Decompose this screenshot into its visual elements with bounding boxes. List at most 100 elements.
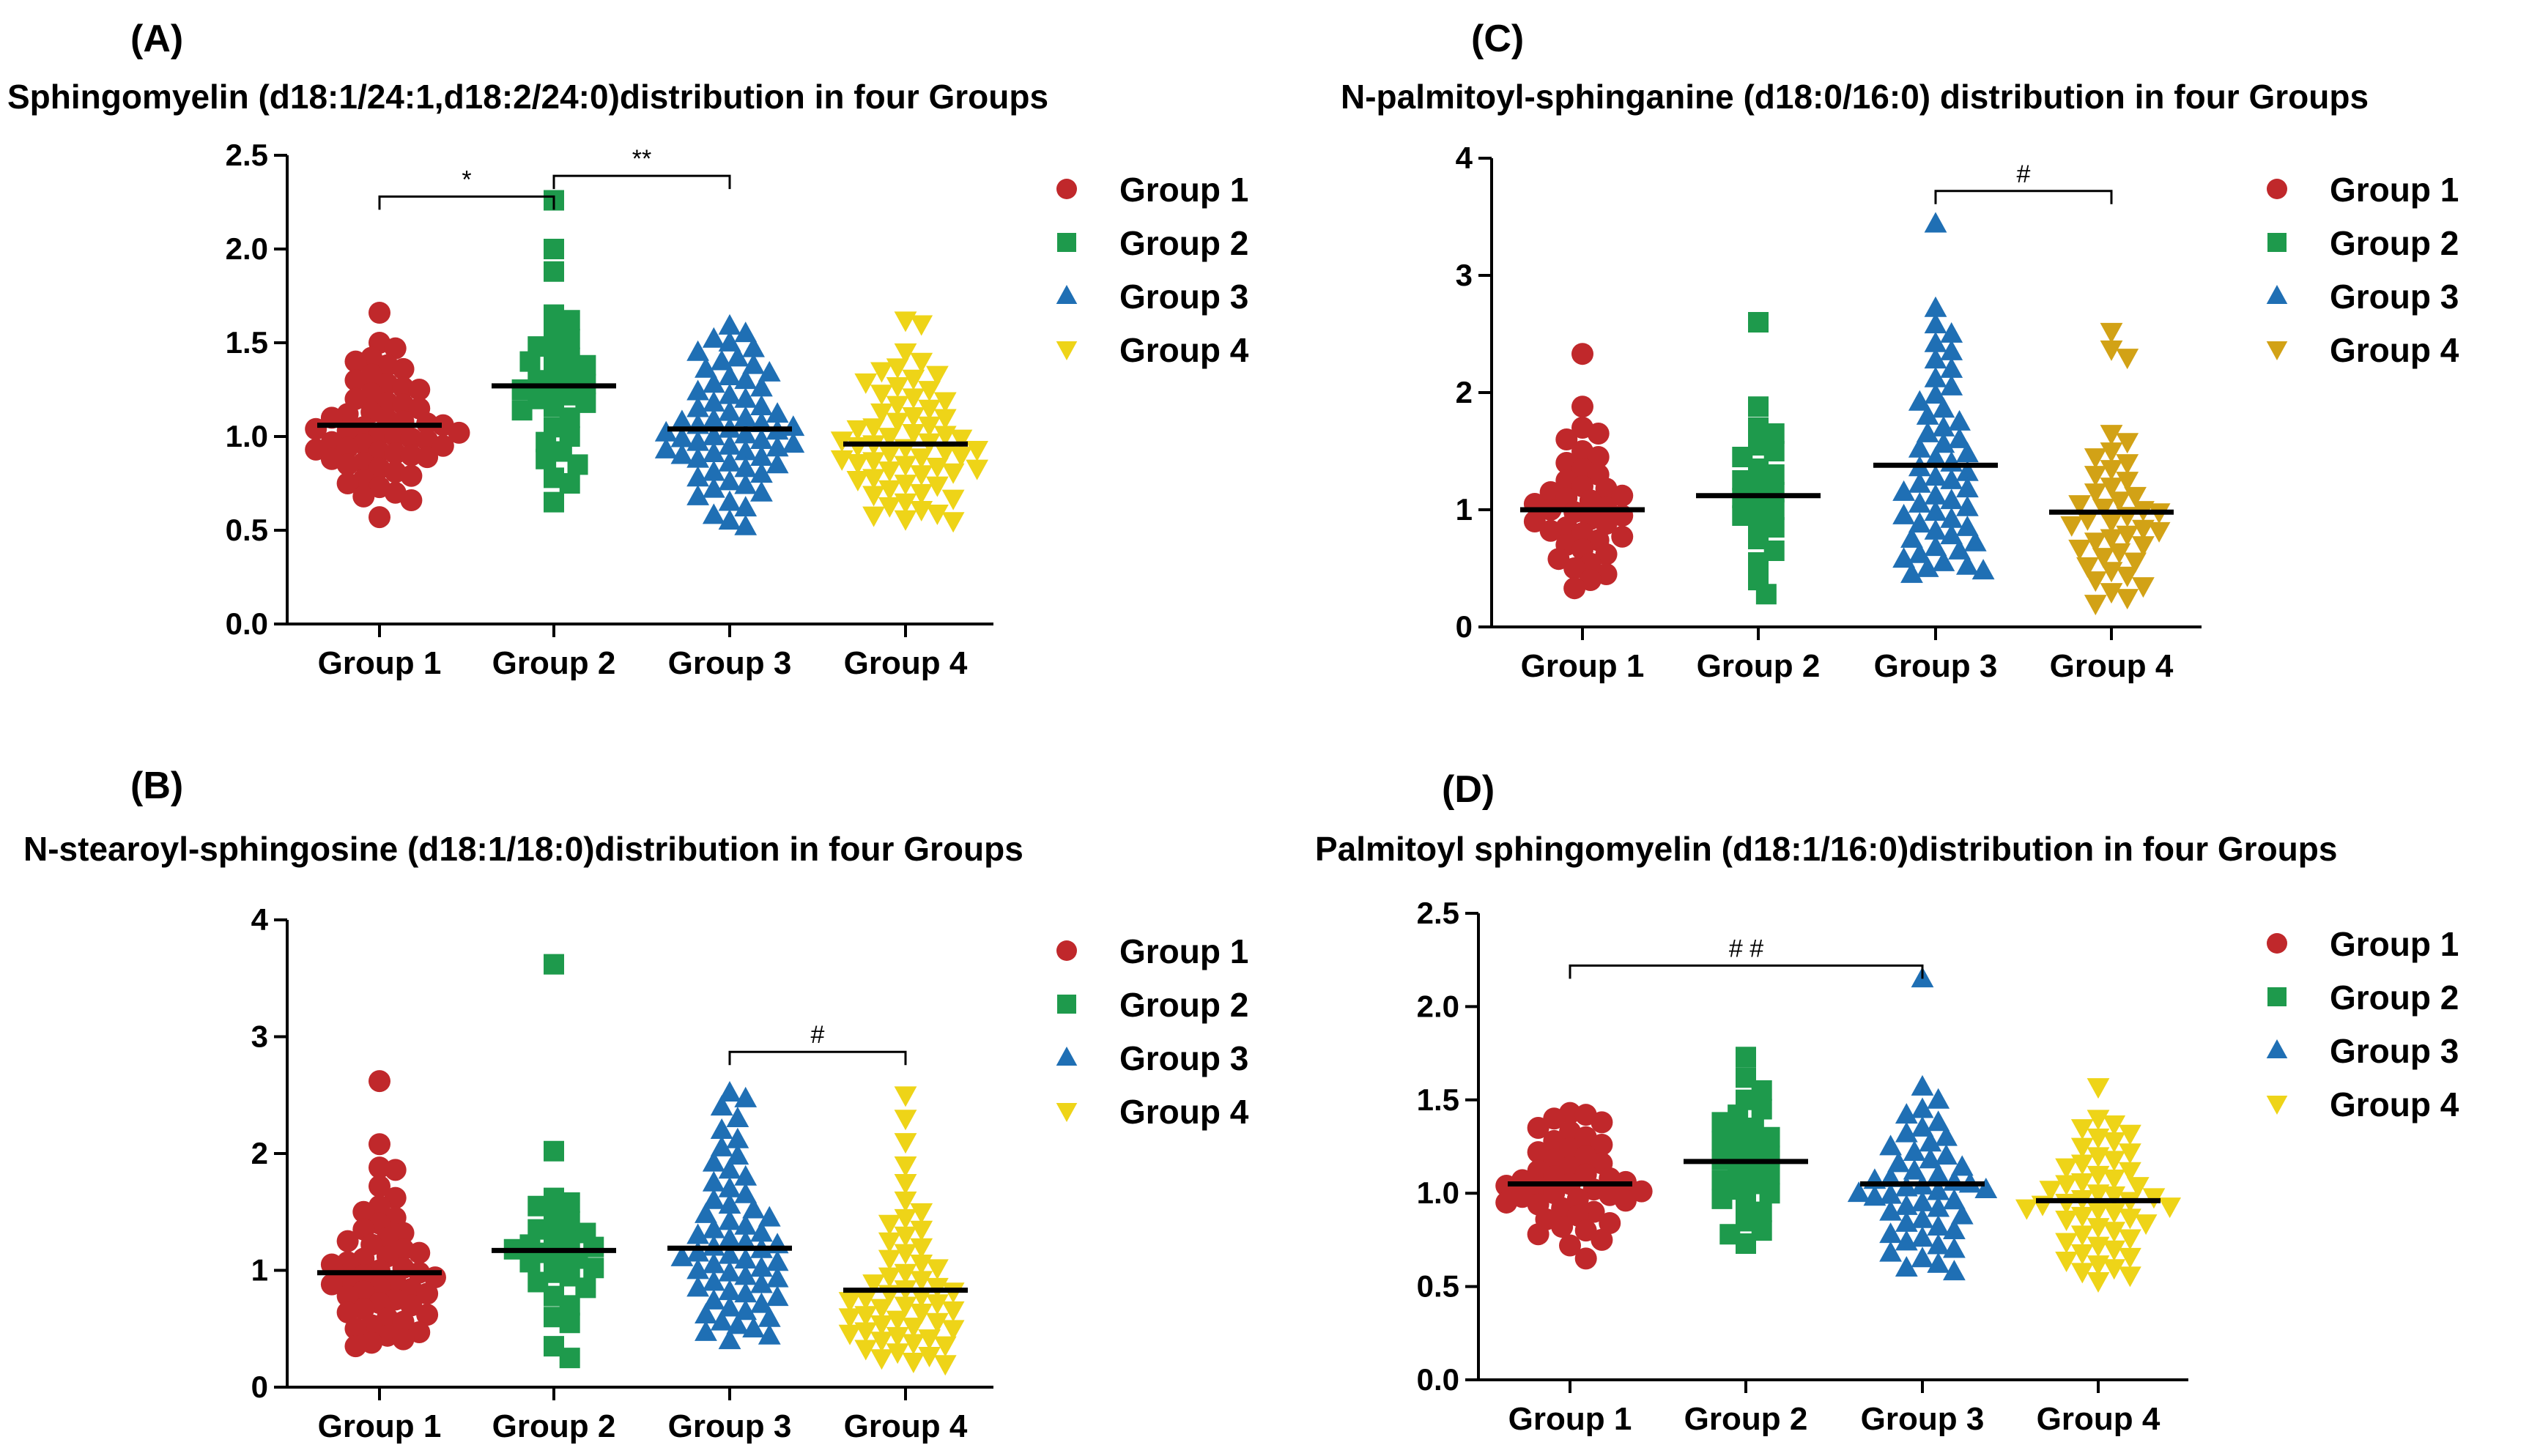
data-point [544,323,564,344]
data-point [2100,340,2123,361]
data-point [886,358,909,379]
y-tick-label: 2.0 [1417,989,1459,1023]
data-point [878,1232,901,1253]
data-point [718,1080,741,1102]
data-point [2100,322,2123,343]
data-point [2070,1137,2094,1159]
data-point [2076,557,2099,578]
data-point [384,1159,407,1181]
y-tick-label: 1.0 [1417,1175,1459,1210]
x-tick-label: Group 3 [1861,1401,1985,1437]
data-point [702,1170,725,1192]
data-point [750,480,773,502]
data-point [702,372,725,393]
data-point [320,1273,343,1296]
data-point [758,360,781,382]
legend-marker [1056,341,1078,360]
data-point [376,391,399,414]
data-point [1956,477,1979,498]
series-2 [1711,1047,1780,1254]
data-point [886,395,909,417]
data-point [718,469,741,491]
y-tick-label: 1 [1456,492,1473,527]
data-point [766,436,789,457]
data-point [1948,409,1971,431]
legend-marker [2267,233,2287,252]
data-point [2055,1233,2078,1254]
data-point [1743,1118,1764,1139]
x-tick-label: Group 3 [1874,648,1998,684]
legend-label: Group 3 [1119,278,1248,316]
data-point [1924,446,1947,467]
significance-bracket [552,174,731,190]
data-point [910,1271,933,1292]
data-point [1711,1112,1733,1133]
x-tick-label: Group 4 [2050,648,2174,684]
data-point [544,467,564,489]
series-2 [511,190,596,513]
data-point [1847,1181,1870,1203]
data-point [392,1310,415,1333]
data-point [344,1318,367,1340]
data-point [918,381,941,402]
x-tick-label: Group 1 [318,645,442,681]
data-point [400,444,423,467]
y-tick-label: 2.5 [226,138,268,172]
data-point [369,1133,390,1156]
data-point [1719,1224,1741,1245]
data-point [670,1245,694,1266]
data-point [718,1279,741,1301]
data-point [1935,1125,1958,1146]
data-point [400,464,423,487]
chart-panel-a: (A) Sphingomyelin (d18:1/24:1,d18:2/24:0)… [7,18,1249,681]
data-point [2100,442,2123,464]
data-point [710,1310,733,1331]
data-point [544,1207,564,1228]
data-point [941,1320,965,1341]
data-point [1555,428,1578,450]
data-point [1903,1159,1926,1180]
data-point [2116,566,2139,587]
data-point [1863,1185,1887,1206]
data-point [862,1274,885,1296]
data-point [1943,1260,1966,1281]
data-point [511,400,533,421]
data-point [742,1197,765,1219]
data-point [1948,427,1971,448]
legend-label: Group 1 [1119,932,1248,970]
data-point [1927,1110,1950,1132]
data-point [1574,1219,1597,1242]
data-point [336,453,359,476]
data-point [352,1200,375,1223]
data-point [1911,1097,1934,1118]
data-point [894,456,917,477]
data-point [686,1258,709,1279]
legend-label: Group 1 [2330,925,2459,963]
x-tick-label: Group 3 [668,645,792,681]
series-4 [2060,322,2171,616]
data-point [870,403,893,424]
data-point [734,1086,758,1107]
legend-label: Group 2 [1119,986,1248,1024]
data-point [1571,395,1593,418]
legend-label: Group 4 [1119,1093,1249,1131]
data-point [544,1336,564,1357]
chart-panel-b: (B) N-stearoyl-sphingosine (d18:1/18:0)di… [23,765,1249,1444]
data-point [750,394,773,415]
data-point [1900,527,1923,548]
data-point [838,1324,862,1345]
data-point [1736,1194,1756,1215]
data-point [1748,494,1769,514]
data-point [894,475,917,496]
data-point [750,1292,773,1313]
data-point [750,1256,773,1277]
data-point [1911,1207,1934,1228]
data-point [384,426,407,447]
chart-title: Sphingomyelin (d18:1/24:1,d18:2/24:0)dis… [7,78,1048,116]
data-point [894,1244,917,1265]
data-point [527,1195,549,1217]
data-point [1927,1162,1950,1184]
data-point [2092,548,2115,569]
data-point [894,1296,917,1318]
data-point [408,1241,431,1264]
